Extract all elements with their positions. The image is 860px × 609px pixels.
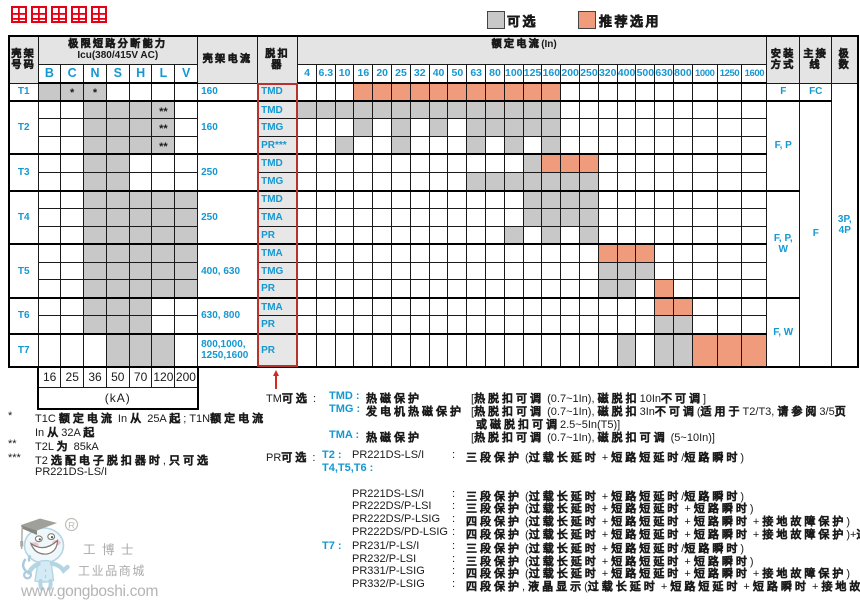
svg-text:R: R <box>68 521 75 532</box>
